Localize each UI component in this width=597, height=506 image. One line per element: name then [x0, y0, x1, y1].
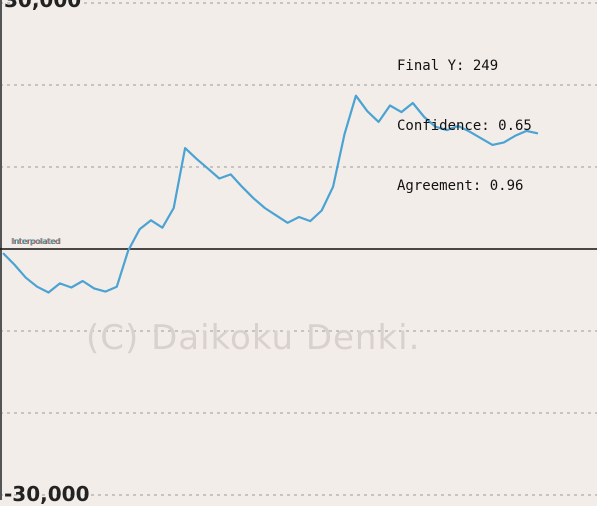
y-tick-label-top: 30,000 — [4, 0, 82, 12]
stats-overlay: Final Y: 249 Confidence: 0.65 Agreement:… — [397, 16, 532, 216]
agreement-text: Agreement: 0.96 — [397, 178, 524, 194]
series-line — [2, 94, 539, 294]
watermark: (C) Daikoku Denki. — [86, 318, 421, 358]
baseline-label: Interpolated — [11, 237, 61, 246]
final-y-text: Final Y: 249 — [397, 58, 499, 74]
y-tick-label-bottom: -30,000 — [4, 482, 90, 506]
confidence-text: Confidence: 0.65 — [397, 118, 532, 134]
gridlines — [0, 2, 597, 496]
